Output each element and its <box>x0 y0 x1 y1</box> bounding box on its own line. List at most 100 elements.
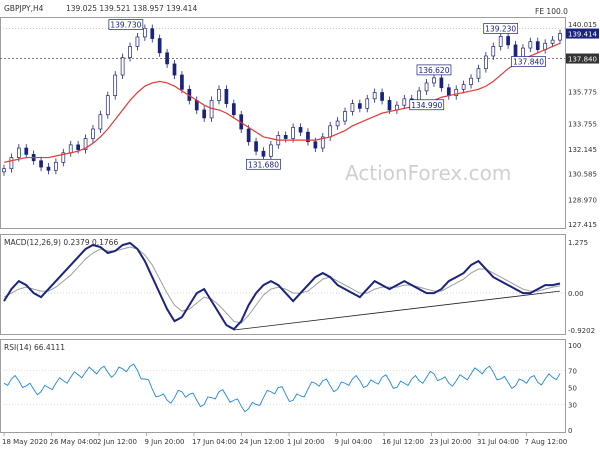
level-price-box <box>566 53 599 64</box>
candle-body <box>550 39 555 44</box>
x-tick-label: 9 Jun 20:00 <box>145 438 185 446</box>
x-tick-label: 16 Jul 12:00 <box>382 438 424 446</box>
macd-tick-label: -0.9202 <box>568 327 595 335</box>
price-tick-label: 127.415 <box>568 221 597 229</box>
x-tick-label: 18 May 2020 <box>2 438 48 446</box>
candle-body <box>9 157 14 170</box>
price-tick-label: 140.015 <box>568 21 597 29</box>
candle-body <box>24 147 29 155</box>
candle-body <box>120 57 125 76</box>
candle-body <box>105 95 110 116</box>
candle-body <box>446 87 451 97</box>
price-series: 139.730 131.680 136.620 134.990 139.230 137.8… <box>0 19 565 176</box>
candle-body <box>402 98 407 106</box>
price-panel-frame <box>0 17 566 229</box>
watermark: ActionForex.com <box>345 161 511 185</box>
macd-title: MACD(12,26,9) 0.2379 0.1766 <box>4 238 118 247</box>
candle-body <box>558 33 562 41</box>
candle-body <box>135 36 140 47</box>
candle-body <box>335 120 340 127</box>
macd-line <box>3 241 561 331</box>
price-annotation-label: 134.990 <box>411 101 442 110</box>
candle-body <box>128 46 132 58</box>
price-tick-label: 132.145 <box>568 146 597 154</box>
x-tick-label: 2 Jun 12:00 <box>97 438 137 446</box>
candle-body <box>380 92 384 101</box>
price-annotation-box <box>416 64 452 76</box>
price-tick-label: 128.970 <box>568 196 597 204</box>
candle-body <box>143 28 147 38</box>
candle-body <box>424 82 429 92</box>
candle-body <box>372 92 377 100</box>
moving-average-line <box>3 42 561 163</box>
candle-body <box>150 28 155 39</box>
candle-body <box>320 136 325 149</box>
candle-body <box>313 141 318 149</box>
candle-body <box>357 103 362 109</box>
axis-labels: 140.015137.895135.775133.755132.145130.5… <box>2 21 599 446</box>
price-tick-label: 130.585 <box>568 171 597 179</box>
candle-body <box>454 88 459 97</box>
rsi-tick-label: 50 <box>568 385 577 393</box>
candle-body <box>91 128 95 139</box>
candle-body <box>61 152 66 163</box>
candle-body <box>269 144 273 157</box>
candle-body <box>469 77 473 85</box>
candle-body <box>76 144 80 150</box>
candle-body <box>387 100 392 111</box>
x-tick-label: 24 Jun 12:00 <box>240 438 284 446</box>
current-price-box <box>566 28 599 39</box>
candle-body <box>113 74 118 97</box>
price-annotation-box <box>108 19 144 30</box>
candle-body <box>194 100 199 111</box>
chart-header-symbol: GBPJPY,H4 <box>4 4 44 13</box>
price-annotation-label: 131.680 <box>248 160 279 169</box>
price-annotation-label: 137.840 <box>513 58 544 67</box>
candle-body <box>172 63 177 76</box>
candle-body <box>343 111 347 122</box>
candle-body <box>39 160 43 168</box>
x-tick-label: 7 Aug 12:00 <box>525 438 568 446</box>
rsi-tick-label: 70 <box>568 368 577 376</box>
macd-tick-label: 0.00 <box>568 290 584 298</box>
rsi-title: RSI(14) 66.4111 <box>4 343 65 352</box>
candle-body <box>291 127 295 139</box>
candle-body <box>217 88 221 101</box>
candle-body <box>365 98 370 109</box>
candle-body <box>439 77 444 89</box>
candle-body <box>350 103 355 112</box>
rsi-line <box>3 363 561 413</box>
level-price-label: 137.840 <box>568 56 597 64</box>
candle-body <box>283 134 288 139</box>
macd-panel-frame <box>0 234 566 335</box>
candle-body <box>2 168 6 173</box>
x-tick-label: 9 Jul 04:00 <box>335 438 373 446</box>
price-tick-label: 135.775 <box>568 88 597 96</box>
price-annotation-box <box>483 23 519 34</box>
macd-trendline <box>233 290 561 331</box>
candle-body <box>157 38 162 54</box>
rsi-series <box>0 363 565 413</box>
price-annotation-label: 136.620 <box>418 66 449 75</box>
candle-body <box>306 131 310 143</box>
candle-body <box>231 103 236 116</box>
candle-body <box>476 68 481 79</box>
candle-body <box>16 147 21 158</box>
candle-body <box>83 138 88 150</box>
candle-body <box>261 150 266 157</box>
x-tick-label: 23 Jul 20:00 <box>430 438 472 446</box>
candle-body <box>68 144 73 154</box>
candle-body <box>461 84 466 90</box>
candle-body <box>180 74 184 90</box>
price-annotation-box <box>246 158 281 170</box>
rsi-panel-frame <box>0 339 566 433</box>
macd-series <box>0 241 565 331</box>
macd-signal-line <box>3 246 561 324</box>
price-tick-label: 133.755 <box>568 120 597 128</box>
candle-body <box>254 141 258 152</box>
candle-body <box>528 41 533 49</box>
fe-label: FE 100.0 <box>535 7 568 16</box>
x-tick-label: 31 Jul 04:00 <box>477 438 519 446</box>
rsi-tick-label: 100 <box>568 342 581 350</box>
